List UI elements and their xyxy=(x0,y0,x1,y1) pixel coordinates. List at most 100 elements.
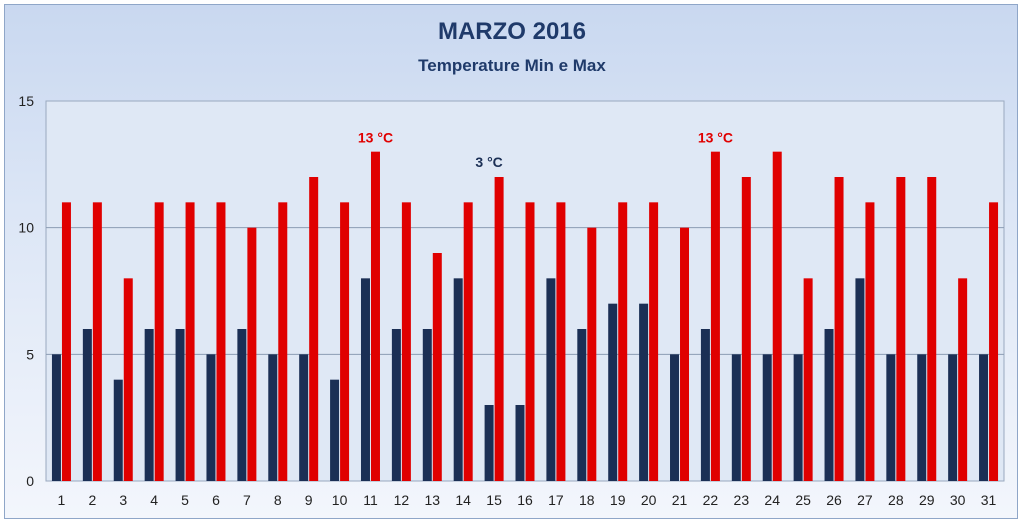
x-tick-label: 28 xyxy=(888,492,904,508)
x-tick-label: 30 xyxy=(950,492,966,508)
max-bar-6 xyxy=(216,202,226,482)
max-bar-31 xyxy=(989,202,999,482)
max-bar-13 xyxy=(432,253,442,481)
max-bar-2 xyxy=(92,202,102,482)
min-bar-1 xyxy=(51,354,61,481)
max-bar-10 xyxy=(340,202,350,482)
min-bar-15 xyxy=(484,405,494,481)
max-bar-21 xyxy=(680,227,690,481)
x-tick-label: 10 xyxy=(332,492,348,508)
min-bar-22 xyxy=(700,329,710,481)
max-bar-19 xyxy=(618,202,628,482)
max-bar-26 xyxy=(834,177,844,481)
max-bar-24 xyxy=(772,151,782,481)
chart-title: MARZO 2016 xyxy=(437,18,587,45)
max-bar-16 xyxy=(525,202,535,482)
min-bar-28 xyxy=(886,354,896,481)
annotation-label: 13 °C xyxy=(358,130,393,146)
max-bar-11 xyxy=(370,151,380,481)
y-tick-label: 0 xyxy=(26,473,34,489)
max-bar-30 xyxy=(958,278,968,481)
x-tick-label: 5 xyxy=(181,492,189,508)
min-bar-2 xyxy=(82,329,92,481)
x-tick-label: 26 xyxy=(826,492,842,508)
max-bar-12 xyxy=(401,202,411,482)
min-bar-18 xyxy=(577,329,587,481)
min-bar-4 xyxy=(144,329,154,481)
x-tick-label: 31 xyxy=(981,492,997,508)
x-tick-label: 19 xyxy=(610,492,626,508)
x-tick-label: 27 xyxy=(857,492,873,508)
min-bar-19 xyxy=(608,303,618,481)
x-tick-label: 2 xyxy=(88,492,96,508)
x-tick-label: 9 xyxy=(305,492,313,508)
plot-area xyxy=(45,100,1005,482)
x-tick-label: 22 xyxy=(703,492,719,508)
x-tick-label: 13 xyxy=(425,492,441,508)
max-bar-17 xyxy=(556,202,566,482)
x-tick-label: 17 xyxy=(548,492,564,508)
x-tick-label: 29 xyxy=(919,492,935,508)
x-tick-label: 4 xyxy=(150,492,158,508)
min-bar-9 xyxy=(299,354,309,481)
x-tick-label: 16 xyxy=(517,492,533,508)
max-bar-4 xyxy=(154,202,164,482)
min-bar-5 xyxy=(175,329,185,481)
min-bar-13 xyxy=(422,329,432,481)
x-tick-label: 23 xyxy=(734,492,750,508)
max-bar-15 xyxy=(494,177,504,481)
x-tick-label: 24 xyxy=(764,492,780,508)
max-bar-22 xyxy=(710,151,720,481)
x-tick-label: 6 xyxy=(212,492,220,508)
min-bar-7 xyxy=(237,329,247,481)
min-bar-14 xyxy=(453,278,463,481)
max-bar-8 xyxy=(278,202,288,482)
max-bar-20 xyxy=(649,202,659,482)
x-tick-label: 8 xyxy=(274,492,282,508)
chart-subtitle: Temperature Min e Max xyxy=(418,56,606,75)
min-bar-16 xyxy=(515,405,525,481)
max-bar-14 xyxy=(463,202,473,482)
x-tick-label: 7 xyxy=(243,492,251,508)
max-bar-18 xyxy=(587,227,597,481)
x-tick-label: 18 xyxy=(579,492,595,508)
max-bar-25 xyxy=(803,278,813,481)
min-bar-3 xyxy=(113,379,123,481)
x-tick-label: 21 xyxy=(672,492,688,508)
max-bar-5 xyxy=(185,202,195,482)
min-bar-29 xyxy=(917,354,927,481)
x-tick-label: 12 xyxy=(394,492,410,508)
x-tick-label: 14 xyxy=(455,492,471,508)
min-bar-24 xyxy=(762,354,772,481)
min-bar-23 xyxy=(731,354,741,481)
max-bar-9 xyxy=(309,177,319,481)
min-bar-6 xyxy=(206,354,216,481)
min-bar-17 xyxy=(546,278,556,481)
y-tick-label: 10 xyxy=(18,220,34,236)
max-bar-7 xyxy=(247,227,257,481)
min-bar-10 xyxy=(330,379,340,481)
min-bar-31 xyxy=(979,354,989,481)
x-tick-label: 1 xyxy=(58,492,66,508)
y-tick-label: 5 xyxy=(26,346,34,362)
x-tick-label: 20 xyxy=(641,492,657,508)
max-bar-27 xyxy=(865,202,875,482)
y-tick-label: 15 xyxy=(18,93,34,109)
max-bar-3 xyxy=(123,278,133,481)
min-bar-26 xyxy=(824,329,834,481)
max-bar-29 xyxy=(927,177,937,481)
min-bar-8 xyxy=(268,354,278,481)
x-tick-label: 15 xyxy=(486,492,502,508)
min-bar-11 xyxy=(360,278,370,481)
x-tick-label: 25 xyxy=(795,492,811,508)
x-tick-label: 3 xyxy=(119,492,127,508)
min-bar-12 xyxy=(391,329,401,481)
max-bar-23 xyxy=(741,177,751,481)
min-bar-27 xyxy=(855,278,865,481)
min-bar-21 xyxy=(670,354,680,481)
max-bar-28 xyxy=(896,177,906,481)
min-bar-20 xyxy=(639,303,649,481)
min-bar-25 xyxy=(793,354,803,481)
x-tick-label: 11 xyxy=(363,492,378,508)
